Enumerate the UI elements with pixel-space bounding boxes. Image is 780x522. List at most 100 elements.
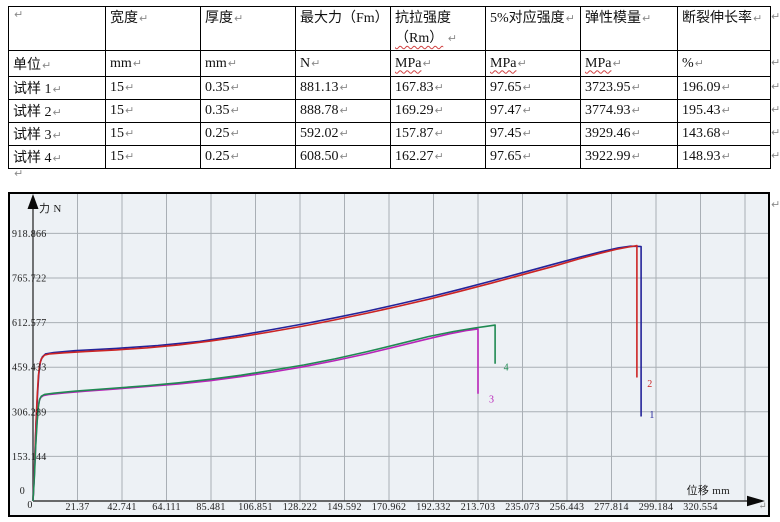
pilcrow-mark: ↵	[339, 150, 349, 163]
table-header-cell: 弹性模量↵	[580, 6, 678, 51]
table-cell: 169.29↵	[390, 99, 486, 123]
table-cell: 148.93↵	[677, 145, 771, 169]
pilcrow-mark: ↵	[339, 104, 349, 117]
table-cell: 15↵	[105, 99, 201, 123]
force-displacement-chart: 1 2 3 4 153.144 306.289 459.433 612.577 765.722 9…	[8, 192, 770, 517]
table-cell: mm↵	[105, 50, 201, 77]
table-cell: 0.35↵	[200, 99, 296, 123]
pilcrow-mark: ↵	[230, 81, 240, 94]
table-cell: N↵	[295, 50, 391, 77]
cell-value: 试样 3	[13, 128, 52, 143]
cell-value: 888.78	[300, 103, 339, 118]
cell-value: 169.29	[395, 103, 434, 118]
table-cell: MPa↵	[485, 50, 581, 77]
pilcrow-mark: ↵	[522, 104, 532, 117]
table-cell: 单位↵	[8, 50, 106, 77]
table-cell: 162.27↵	[390, 145, 486, 169]
x-tick-label: 320.554	[683, 502, 718, 513]
pilcrow-mark: ↵	[42, 58, 52, 72]
table-cell: 0.25↵	[200, 122, 296, 146]
cell-value: 881.13	[300, 80, 339, 95]
cell-value: 592.02	[300, 126, 339, 141]
pilcrow-mark: ↵	[771, 56, 780, 69]
cell-value: 试样 1	[13, 82, 52, 97]
pilcrow-mark: ↵	[758, 501, 767, 512]
header-label: 最大力（Fm）	[300, 11, 389, 26]
header-label: 宽度	[110, 11, 138, 26]
cell-value: 15	[110, 149, 124, 164]
x-tick-label: 256.443	[550, 502, 585, 513]
pilcrow-mark: ↵	[227, 56, 237, 70]
table-cell: 881.13↵	[295, 76, 391, 100]
y-tick-label: 765.722	[12, 273, 47, 284]
pilcrow-mark: ↵	[522, 150, 532, 163]
table-row: 试样 1↵ 15↵ 0.35↵ 881.13↵ 167.83↵ 97.65↵ 3723.95…	[8, 76, 771, 100]
pilcrow-mark: ↵	[517, 56, 527, 70]
y-tick-label: 306.289	[12, 407, 47, 418]
pilcrow-mark: ↵	[52, 129, 62, 142]
cell-value: 148.93	[682, 149, 721, 164]
cell-value: 15	[110, 126, 124, 141]
x-tick-label: 213.703	[461, 502, 496, 513]
cell-value: 196.09	[682, 80, 721, 95]
table-row: 试样 4↵ 15↵ 0.25↵ 608.50↵ 162.27↵ 97.65↵ 3922.99…	[8, 145, 771, 169]
x-tick-label: 21.37	[66, 502, 90, 513]
cell-value: 157.87	[395, 126, 434, 141]
series-label-2: 2	[647, 379, 652, 390]
cell-value: mm	[110, 55, 132, 71]
cell-value: mm	[205, 55, 227, 71]
pilcrow-mark: ↵	[771, 149, 780, 162]
pilcrow-mark: ↵	[771, 126, 780, 139]
cell-value: N	[300, 55, 311, 71]
cell-value: 167.83	[395, 80, 434, 95]
header-label-line2: （Rm）	[395, 31, 444, 46]
header-label: 厚度	[205, 11, 233, 26]
table-cell: 15↵	[105, 76, 201, 100]
cell-value: MPa	[395, 55, 422, 71]
pilcrow-mark: ↵	[14, 167, 24, 180]
header-label: 5%对应强度	[490, 11, 565, 26]
table-cell: 888.78↵	[295, 99, 391, 123]
table-cell: 3774.93↵	[580, 99, 678, 123]
table-row: 试样 2↵ 15↵ 0.35↵ 888.78↵ 169.29↵ 97.47↵ 3774.93…	[8, 99, 771, 123]
x-tick-label: 170.962	[372, 502, 407, 513]
table-cell: 196.09↵	[677, 76, 771, 100]
table-cell: 592.02↵	[295, 122, 391, 146]
table-cell: 试样 1↵	[8, 76, 106, 100]
x-axis-arrow-icon	[747, 495, 765, 507]
cell-value: 0.35	[205, 80, 230, 95]
pilcrow-mark: ↵	[434, 127, 444, 140]
table-cell: 15↵	[105, 145, 201, 169]
table-cell: 0.35↵	[200, 76, 296, 100]
pilcrow-mark: ↵	[339, 127, 349, 140]
cell-value: 143.68	[682, 126, 721, 141]
pilcrow-mark: ↵	[311, 56, 321, 70]
pilcrow-mark: ↵	[234, 12, 244, 25]
header-label: 断裂伸长率	[682, 11, 752, 26]
pilcrow-mark: ↵	[230, 127, 240, 140]
table-cell: 试样 2↵	[8, 99, 106, 123]
pilcrow-mark: ↵	[694, 56, 704, 70]
cell-value: 3929.46	[585, 126, 631, 141]
table-cell: 试样 3↵	[8, 122, 106, 146]
header-label: 弹性模量	[585, 11, 641, 26]
cell-value: 0.25	[205, 149, 230, 164]
x-tick-label: 85.481	[196, 502, 225, 513]
pilcrow-mark: ↵	[132, 56, 142, 70]
table-cell: MPa↵	[580, 50, 678, 77]
pilcrow-mark: ↵	[52, 83, 62, 96]
y-tick-label: 459.433	[12, 363, 47, 374]
cell-value: 3922.99	[585, 149, 631, 164]
table-cell: 143.68↵	[677, 122, 771, 146]
table-cell: MPa↵	[390, 50, 486, 77]
cell-value: MPa	[490, 55, 517, 71]
pilcrow-mark: ↵	[447, 32, 457, 45]
table-cell: 3922.99↵	[580, 145, 678, 169]
pilcrow-mark: ↵	[771, 103, 780, 116]
pilcrow-mark: ↵	[721, 104, 731, 117]
table-header-cell: 5%对应强度↵	[485, 6, 581, 51]
cell-value: 97.47	[490, 103, 522, 118]
y-tick-label: 153.144	[12, 452, 47, 463]
x-tick-label: 128.222	[283, 502, 318, 513]
